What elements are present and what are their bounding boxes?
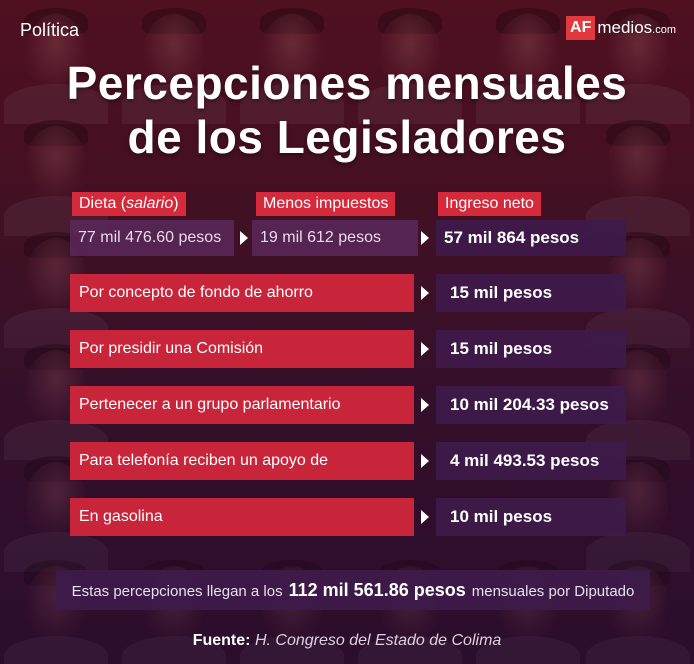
page-title-line-2: de los Legisladores (127, 111, 567, 163)
benefit-label: En gasolina (70, 498, 414, 536)
logo-wordmark: medios.com (597, 18, 676, 38)
benefit-label: Por concepto de fondo de ahorro (70, 274, 414, 312)
logo-mark: AF (566, 16, 596, 40)
benefit-label: Por presidir una Comisión (70, 330, 414, 368)
section-label: Política (20, 20, 80, 40)
header-dieta-emphasis: salario (126, 195, 174, 212)
benefit-value: 15 mil pesos (436, 330, 626, 368)
total-prefix: Estas percepciones llegan a los (71, 583, 283, 600)
total-summary: Estas percepciones llegan a los 112 mil 5… (56, 570, 650, 610)
site-logo[interactable]: AF medios.com (566, 16, 676, 40)
dieta-value: 77 mil 476.60 pesos (70, 220, 234, 256)
logo-domain: .com (652, 24, 676, 36)
page-title-line-1: Percepciones mensuales (66, 57, 628, 109)
neto-value: 57 mil 864 pesos (436, 220, 626, 256)
arrow-right-icon (421, 286, 429, 300)
arrow-right-icon (421, 454, 429, 468)
header-impuestos: Menos impuestos (256, 192, 396, 216)
impuestos-value: 19 mil 612 pesos (252, 220, 418, 256)
total-amount: 112 mil 561.86 pesos (288, 580, 466, 600)
header-dieta-text: Dieta ( (79, 195, 127, 212)
benefit-value: 10 mil 204.33 pesos (436, 386, 626, 424)
header-dieta-close: ) (173, 195, 179, 212)
arrow-right-icon (240, 231, 248, 245)
source-label: Fuente: (192, 632, 251, 649)
header-dieta: Dieta (salario) (72, 192, 186, 216)
benefit-label: Pertenecer a un grupo parlamentario (70, 386, 414, 424)
arrow-right-icon (421, 398, 429, 412)
page-title: Percepciones mensuales de los Legislador… (0, 56, 694, 164)
benefit-value: 10 mil pesos (436, 498, 626, 536)
total-suffix: mensuales por Diputado (471, 583, 635, 600)
benefit-label: Para telefonía reciben un apoyo de (70, 442, 414, 480)
arrow-right-icon (421, 510, 429, 524)
benefit-value: 4 mil 493.53 pesos (436, 442, 626, 480)
arrow-right-icon (421, 342, 429, 356)
arrow-right-icon (421, 231, 429, 245)
benefit-value: 15 mil pesos (436, 274, 626, 312)
logo-name: medios (597, 18, 653, 37)
header-neto: Ingreso neto (438, 192, 541, 216)
source-name: H. Congreso del Estado de Colima (254, 632, 502, 649)
source-credit: Fuente: H. Congreso del Estado de Colima (0, 632, 694, 650)
